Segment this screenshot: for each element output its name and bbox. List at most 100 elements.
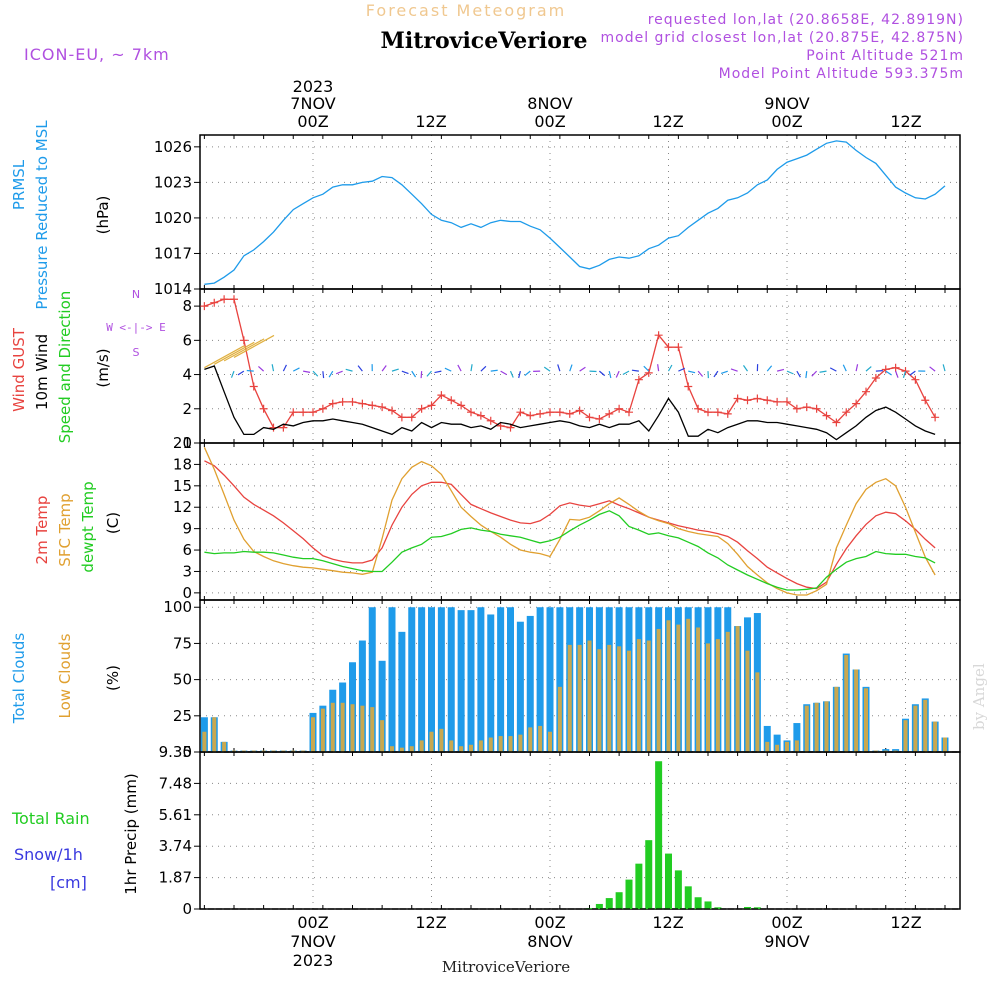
wind-direction-arrow <box>766 365 773 372</box>
low-cloud-bar <box>518 734 523 752</box>
low-cloud-bar <box>360 705 365 752</box>
wind-direction-arrow <box>622 370 630 376</box>
total-cloud-bar <box>793 723 801 752</box>
wind-direction-arrow <box>381 365 387 372</box>
low-cloud-bar <box>913 705 918 752</box>
gust-marker <box>220 295 229 304</box>
low-cloud-label: Low Clouds <box>56 633 74 718</box>
top-date-1: 7NOV <box>290 94 335 113</box>
gust-marker <box>526 411 535 420</box>
gust-marker <box>388 406 396 415</box>
low-cloud-bar <box>390 746 394 752</box>
model-altitude: Model Point Altitude 593.375m <box>719 66 964 82</box>
wind-direction-arrow <box>411 370 417 378</box>
wind-direction-arrow <box>796 370 801 378</box>
low-cloud-bar <box>844 655 849 752</box>
total-cloud-bar <box>487 614 495 752</box>
gust-marker <box>536 409 545 418</box>
low-cloud-bar <box>646 640 651 752</box>
low-cloud-bar <box>222 741 227 752</box>
temp2m-line <box>204 460 936 590</box>
wind-direction-arrow <box>842 364 847 372</box>
gust-marker <box>792 404 801 413</box>
low-cloud-bar <box>350 704 355 752</box>
temp-unit: (C) <box>104 512 122 534</box>
wind-direction-arrow <box>524 370 531 377</box>
low-cloud-bar <box>617 646 622 752</box>
bottom-date-1: 7NOV <box>290 932 335 951</box>
gust-marker <box>318 404 327 413</box>
total-cloud-bar <box>467 610 475 752</box>
gust-marker <box>239 336 248 345</box>
low-cloud-bar <box>528 727 533 752</box>
low-cloud-bar <box>419 740 424 752</box>
temp-panel-ytick-label: 3 <box>182 562 192 580</box>
wind-direction-arrow <box>598 370 606 377</box>
low-cloud-bar <box>380 720 385 752</box>
pressure-desc: Pressure Reduced to MSL <box>33 120 51 310</box>
wind-direction-arrow <box>230 370 235 378</box>
wind-panel-ytick-label: 4 <box>182 366 192 384</box>
wind-direction-arrow <box>303 370 311 373</box>
total-cloud-bar <box>378 660 386 752</box>
wind-direction-arrow <box>490 369 498 372</box>
gust-marker <box>516 408 525 417</box>
model-name: ICON-EU, ~ 7km <box>24 45 170 64</box>
low-cloud-bar <box>311 717 315 752</box>
cloud-panel-ytick-label: 75 <box>173 634 192 652</box>
gust-marker <box>733 394 742 403</box>
wind-direction-arrow <box>237 370 245 376</box>
wind-direction-arrow <box>328 370 334 378</box>
low-cloud-bar <box>488 737 493 752</box>
compass-s: S <box>133 346 140 359</box>
rain-label: Total Rain <box>11 809 90 828</box>
wind-direction-arrow <box>233 334 275 358</box>
total-cloud-bar <box>556 607 564 752</box>
wind-direction-arrow <box>909 370 916 376</box>
cloud-unit: (%) <box>104 665 122 691</box>
gust-marker <box>397 413 406 422</box>
wind-direction-arrow <box>204 345 245 369</box>
wind-direction-arrow <box>557 364 561 372</box>
product-title: Forecast Meteogram <box>366 1 566 20</box>
low-cloud-bar <box>459 746 464 752</box>
low-cloud-bar <box>864 688 868 752</box>
wind-direction-arrow <box>929 366 936 372</box>
low-cloud-bar <box>330 702 335 752</box>
wind-direction-arrow <box>865 366 872 372</box>
bottom-year: 2023 <box>293 951 334 970</box>
gust-marker <box>605 409 614 418</box>
gust-marker <box>437 391 446 400</box>
watermark: by Angel <box>970 663 988 730</box>
total-cloud-bar <box>516 621 524 752</box>
rain-bar <box>714 907 722 909</box>
low-cloud-bar <box>765 741 770 752</box>
low-cloud-bar <box>627 650 631 752</box>
gust-marker <box>684 382 693 391</box>
total-cloud-bar <box>536 607 544 752</box>
plot-area: 1014101710201023102602468036912151821025… <box>154 135 961 918</box>
total-cloud-bar <box>497 607 505 752</box>
low-cloud-bar <box>755 672 760 752</box>
gust-marker <box>694 404 703 413</box>
low-cloud-bar <box>439 728 444 752</box>
wind-direction-arrow <box>223 338 265 362</box>
low-cloud-bar <box>854 669 859 752</box>
low-cloud-bar <box>666 620 671 752</box>
total-cloud-bar <box>526 615 534 752</box>
wind-panel-frame <box>199 288 961 444</box>
gust-marker <box>565 409 574 418</box>
wind-direction-arrow <box>357 365 363 372</box>
gust-marker <box>625 408 633 417</box>
speed-dir-label: Speed and Direction <box>56 291 74 444</box>
gust-marker <box>704 408 712 417</box>
low-cloud-bar <box>824 701 829 752</box>
gust-marker <box>832 418 841 427</box>
bottom-date-3: 9NOV <box>764 932 809 951</box>
snow-label: Snow/1h <box>14 845 83 864</box>
low-cloud-bar <box>804 705 809 752</box>
total-cloud-bar <box>507 607 514 752</box>
wind-direction-arrow <box>434 370 442 374</box>
low-cloud-bar <box>686 618 691 752</box>
